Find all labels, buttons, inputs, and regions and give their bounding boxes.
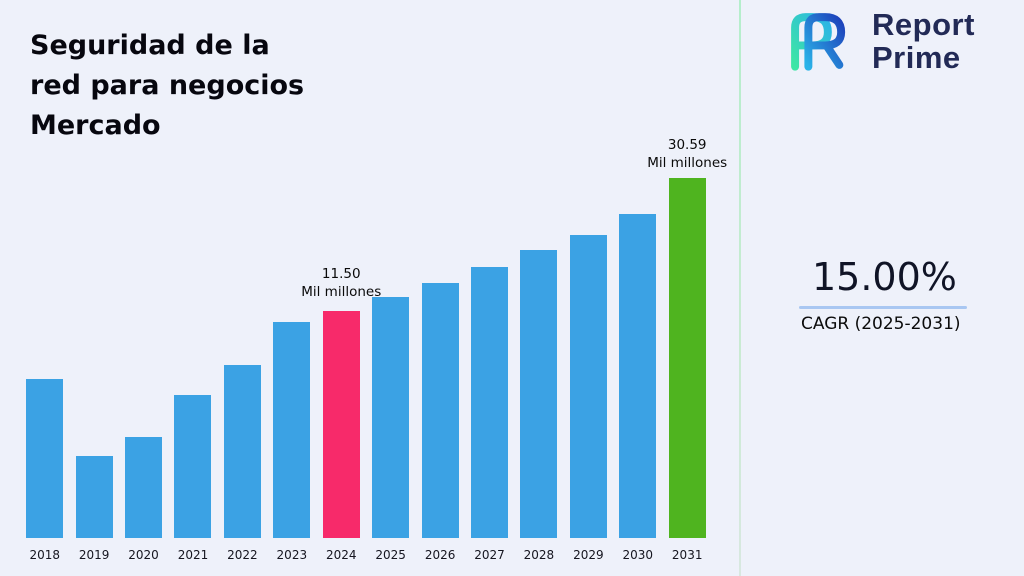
x-axis-label-2019: 2019 <box>78 548 110 562</box>
page-title-line3: Mercado <box>30 110 161 142</box>
page-title-line2: red para negocios <box>30 70 305 102</box>
bar-cell-2022: 2022 <box>218 176 267 564</box>
bar-cell-2021: 2021 <box>168 176 217 564</box>
brand-logo: Report Prime <box>778 8 975 74</box>
bar-area-2019 <box>69 178 118 538</box>
bar-area-2026 <box>415 178 464 538</box>
x-axis-label-2029: 2029 <box>573 548 604 562</box>
bar-area-2018 <box>20 178 69 538</box>
bar-2022 <box>223 365 261 538</box>
bar-2031 <box>668 178 706 538</box>
bar-2026 <box>421 283 459 538</box>
bar-2018 <box>26 379 64 538</box>
bar-cell-2025: 2025 <box>366 176 415 564</box>
bar-area-2022 <box>218 178 267 538</box>
bar-value-unit-2031: Mil millones <box>647 155 728 171</box>
x-axis-label-2023: 2023 <box>276 548 308 562</box>
bar-2025 <box>372 297 410 538</box>
x-axis-label-2025: 2025 <box>375 548 406 562</box>
x-axis-label-2022: 2022 <box>227 548 258 562</box>
bar-value-label-2031: 30.59 Mil millones <box>647 136 727 172</box>
bar-area-2025 <box>366 178 415 538</box>
x-axis-label-2021: 2021 <box>177 548 209 562</box>
bar-cell-2023: 2023 <box>267 176 316 564</box>
x-axis-label-2030: 2030 <box>622 548 654 562</box>
x-axis-label-2028: 2028 <box>523 548 555 562</box>
bar-2021 <box>174 395 212 538</box>
bar-area-2028 <box>514 178 563 538</box>
bar-area-2020 <box>119 178 168 538</box>
bar-cell-2018: 2018 <box>20 176 69 564</box>
page-title: Seguridad de la red para negocios Mercad… <box>30 26 304 146</box>
bar-cell-2028: 2028 <box>514 176 563 564</box>
bar-cell-2029: 2029 <box>564 176 613 564</box>
cagr-label: CAGR (2025-2031) <box>801 314 961 334</box>
bar-2030 <box>619 214 657 538</box>
page-title-line1: Seguridad de la <box>30 30 270 62</box>
bar-2019 <box>75 456 113 538</box>
bar-2020 <box>125 437 163 538</box>
bar-2029 <box>569 235 607 538</box>
bar-2024 <box>322 311 360 538</box>
bar-cell-2019: 2019 <box>69 176 118 564</box>
cagr-underline <box>799 306 967 309</box>
bar-cell-2030: 2030 <box>613 176 662 564</box>
bar-2027 <box>471 267 508 538</box>
x-axis-label-2024: 2024 <box>325 548 357 562</box>
x-axis-label-2027: 2027 <box>474 548 505 562</box>
brand-name-line1: Report <box>872 7 975 42</box>
bar-cell-2020: 2020 <box>119 176 168 564</box>
bar-value-unit-2024: Mil millones <box>301 284 382 300</box>
bar-cell-2024: 2024 11.50 Mil millones <box>301 176 381 564</box>
bar-value-number-2024: 11.50 <box>321 266 361 282</box>
bar-area-2029 <box>564 178 613 538</box>
bar-value-number-2031: 30.59 <box>667 137 707 153</box>
brand-name: Report Prime <box>872 8 975 74</box>
vertical-divider <box>739 0 741 576</box>
bar-area-2021 <box>168 178 217 538</box>
x-axis-label-2031: 2031 <box>671 548 703 562</box>
bar-value-label-2024: 11.50 Mil millones <box>301 265 381 301</box>
bar-area-2023 <box>267 178 316 538</box>
report-prime-logo-icon <box>791 13 846 71</box>
x-axis-label-2026: 2026 <box>424 548 456 562</box>
x-axis-label-2018: 2018 <box>29 548 60 562</box>
bar-area-2024 <box>317 178 366 538</box>
bar-chart: 2018 2019 2020 2021 2022 2023 2024 11.50 Mil mil… <box>20 137 727 564</box>
brand-name-line2: Prime <box>872 40 961 75</box>
bar-2028 <box>520 250 558 538</box>
bar-cell-2031: 2031 30.59 Mil millones <box>647 137 727 564</box>
cagr-value: 15.00% <box>812 255 957 299</box>
bar-area-2031 <box>662 178 711 538</box>
bar-2023 <box>273 322 311 538</box>
bar-cell-2027: 2027 <box>465 176 514 564</box>
bar-area-2030 <box>613 178 662 538</box>
bar-area-2027 <box>465 178 514 538</box>
x-axis-label-2020: 2020 <box>128 548 159 562</box>
bar-cell-2026: 2026 <box>415 176 464 564</box>
